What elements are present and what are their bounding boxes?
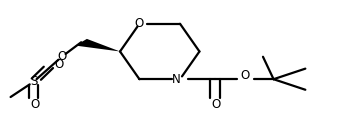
- Text: O: O: [30, 98, 39, 111]
- Text: S: S: [30, 75, 37, 88]
- Text: N: N: [172, 73, 181, 86]
- Text: O: O: [57, 50, 66, 63]
- Text: O: O: [135, 17, 144, 30]
- Text: O: O: [54, 58, 64, 71]
- Text: O: O: [241, 69, 250, 82]
- Polygon shape: [76, 39, 120, 51]
- Text: O: O: [212, 98, 221, 111]
